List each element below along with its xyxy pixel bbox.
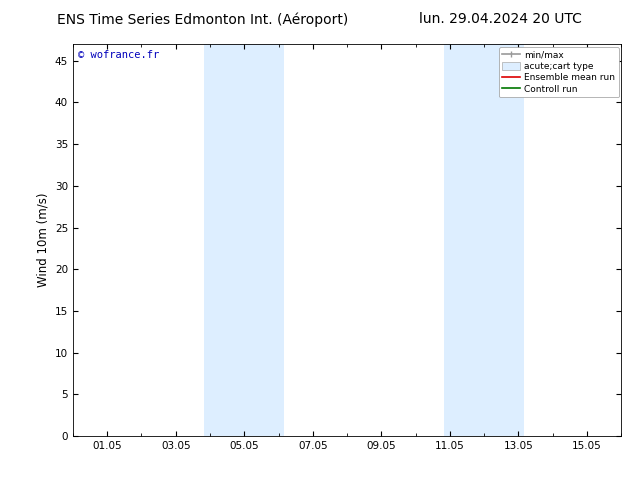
Text: lun. 29.04.2024 20 UTC: lun. 29.04.2024 20 UTC bbox=[420, 12, 582, 26]
Bar bbox=[204, 44, 244, 436]
Text: ENS Time Series Edmonton Int. (Aéroport): ENS Time Series Edmonton Int. (Aéroport) bbox=[57, 12, 349, 27]
Y-axis label: Wind 10m (m/s): Wind 10m (m/s) bbox=[36, 193, 49, 287]
Text: © wofrance.fr: © wofrance.fr bbox=[79, 50, 160, 60]
Bar bbox=[484, 44, 524, 436]
Legend: min/max, acute;cart type, Ensemble mean run, Controll run: min/max, acute;cart type, Ensemble mean … bbox=[499, 47, 619, 98]
Bar bbox=[244, 44, 284, 436]
Bar bbox=[444, 44, 484, 436]
